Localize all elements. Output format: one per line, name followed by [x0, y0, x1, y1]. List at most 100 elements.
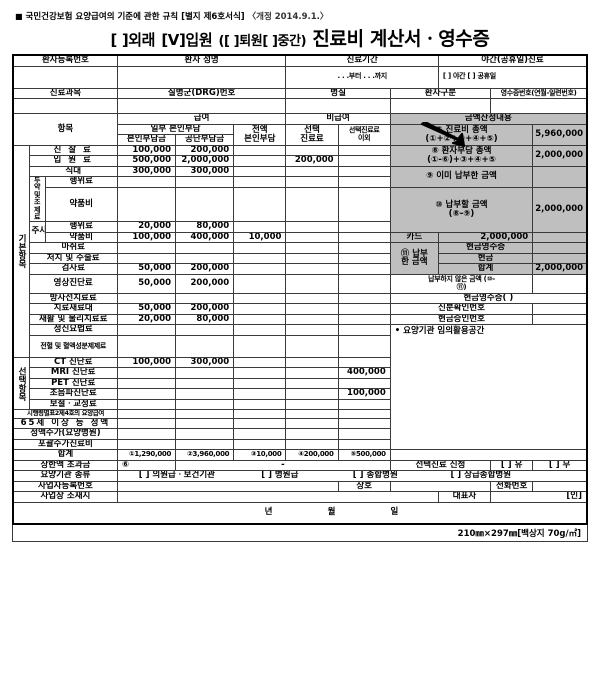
inst-option-tertiary[interactable]: [ ] 상급종합병원 — [450, 470, 512, 481]
cell-self[interactable]: 50,000 — [116, 303, 177, 315]
cell-other[interactable] — [337, 377, 391, 390]
phone-value[interactable] — [532, 480, 588, 493]
room-value[interactable] — [285, 98, 391, 115]
cell-select[interactable] — [285, 313, 339, 326]
date-line[interactable]: 년 월 일 — [12, 501, 588, 525]
cell-other[interactable] — [337, 252, 391, 265]
cell-select[interactable] — [285, 398, 339, 411]
cell-full[interactable] — [233, 263, 287, 275]
id-confirm-value[interactable] — [532, 303, 588, 315]
cell-other[interactable] — [337, 292, 391, 305]
cell-other[interactable] — [337, 273, 391, 294]
cell-other[interactable] — [337, 242, 391, 254]
cell-self[interactable] — [116, 334, 177, 358]
select-care-request-yes[interactable]: [ ] 유 — [490, 459, 534, 472]
cell-other[interactable] — [337, 186, 391, 223]
inst-option-general[interactable]: [ ] 종합병원 — [352, 470, 398, 481]
cell-other[interactable]: 100,000 — [337, 388, 391, 400]
cell-insurer[interactable]: 200,000 — [175, 263, 235, 275]
cell-full[interactable] — [233, 155, 287, 167]
cell-insurer[interactable]: 80,000 — [175, 313, 235, 326]
cell-select[interactable] — [285, 231, 339, 244]
cell-full[interactable] — [233, 377, 287, 390]
cell-other[interactable] — [337, 428, 391, 440]
title-inpatient-checkbox[interactable]: [V]입원 — [161, 31, 213, 49]
cell-insurer[interactable] — [175, 186, 235, 223]
cell-self[interactable]: 20,000 — [116, 313, 177, 326]
title-discharge-interim-checkbox[interactable]: ([ ]퇴원[ ]중간) — [218, 34, 307, 49]
cell-other[interactable] — [337, 231, 391, 244]
cell-other[interactable] — [337, 334, 391, 358]
patient-reg-no-value[interactable] — [12, 65, 118, 89]
drg-no-value[interactable] — [116, 98, 287, 115]
cell-other[interactable] — [337, 176, 391, 188]
cell-insurer[interactable] — [175, 377, 235, 390]
cell-other[interactable] — [337, 417, 391, 430]
cell-self[interactable]: 100,000 — [116, 144, 177, 157]
title-outpatient-checkbox[interactable]: [ ]외래 — [110, 31, 156, 49]
cell-select[interactable] — [285, 334, 339, 358]
cell-full[interactable] — [233, 417, 287, 430]
cell-full[interactable] — [233, 242, 287, 254]
treatment-period-value[interactable]: . . .부터 . . .까지 — [285, 65, 439, 89]
address-value[interactable] — [116, 491, 439, 503]
cell-full[interactable] — [233, 388, 287, 400]
cell-insurer[interactable]: 400,000 — [175, 231, 235, 244]
cell-select[interactable] — [285, 273, 339, 294]
cell-full[interactable] — [233, 165, 287, 178]
cell-full[interactable] — [233, 186, 287, 223]
select-care-request-no[interactable]: [ ] 무 — [532, 459, 588, 472]
cell-select[interactable] — [285, 165, 339, 178]
cell-select[interactable] — [285, 221, 339, 233]
cell-other[interactable] — [337, 165, 391, 178]
cell-other[interactable] — [337, 144, 391, 157]
cell-insurer[interactable] — [175, 367, 235, 379]
cell-self[interactable]: 500,000 — [116, 155, 177, 167]
cash-receipt-field-label[interactable]: 현금영수증( ) — [389, 292, 588, 305]
patient-name-value[interactable] — [116, 65, 287, 89]
cell-insurer[interactable] — [175, 334, 235, 358]
cell-other[interactable] — [337, 409, 391, 419]
cell-full[interactable]: 10,000 — [233, 231, 287, 244]
cell-self[interactable] — [116, 176, 177, 188]
cell-other[interactable] — [337, 438, 391, 451]
cell-self[interactable] — [116, 367, 177, 379]
cell-self[interactable]: 300,000 — [116, 165, 177, 178]
business-no-value[interactable] — [116, 480, 339, 493]
cell-full[interactable] — [233, 273, 287, 294]
cell-self[interactable] — [116, 292, 177, 305]
cell-select[interactable] — [285, 377, 339, 390]
patient-type-value[interactable] — [389, 98, 492, 115]
cell-insurer[interactable]: 200,000 — [175, 273, 235, 294]
department-value[interactable] — [12, 98, 118, 115]
cell-select[interactable] — [285, 356, 339, 369]
inst-option-clinic[interactable]: [ ] 의원급ㆍ보건기관 — [138, 470, 215, 481]
cell-self[interactable]: 50,000 — [116, 273, 177, 294]
cell-other[interactable] — [337, 263, 391, 275]
night-holiday-value[interactable]: [ ] 야간 [ ] 공휴일 — [437, 65, 588, 89]
cell-other[interactable] — [337, 155, 391, 167]
cell-full[interactable] — [233, 438, 287, 451]
cell-other[interactable] — [337, 324, 391, 336]
cell-full[interactable] — [233, 144, 287, 157]
cell-other[interactable] — [337, 313, 391, 326]
cell-other[interactable] — [337, 303, 391, 315]
cell-self[interactable] — [116, 242, 177, 254]
cell-insurer[interactable] — [175, 324, 235, 336]
cell-select[interactable] — [285, 303, 339, 315]
cell-self[interactable] — [116, 428, 177, 440]
cell-insurer[interactable]: 2,000,000 — [175, 155, 235, 167]
cell-insurer[interactable]: 200,000 — [175, 303, 235, 315]
cell-insurer[interactable] — [175, 388, 235, 400]
cell-full[interactable] — [233, 356, 287, 369]
receipt-no-value[interactable] — [490, 98, 588, 115]
cell-insurer[interactable] — [175, 417, 235, 430]
cell-full[interactable] — [233, 313, 287, 326]
cell-select[interactable] — [285, 144, 339, 157]
cell-full[interactable] — [233, 398, 287, 411]
cell-other[interactable] — [337, 221, 391, 233]
cell-insurer[interactable] — [175, 242, 235, 254]
cell-full[interactable] — [233, 221, 287, 233]
cell-self[interactable] — [116, 409, 177, 419]
cell-select[interactable] — [285, 438, 339, 451]
